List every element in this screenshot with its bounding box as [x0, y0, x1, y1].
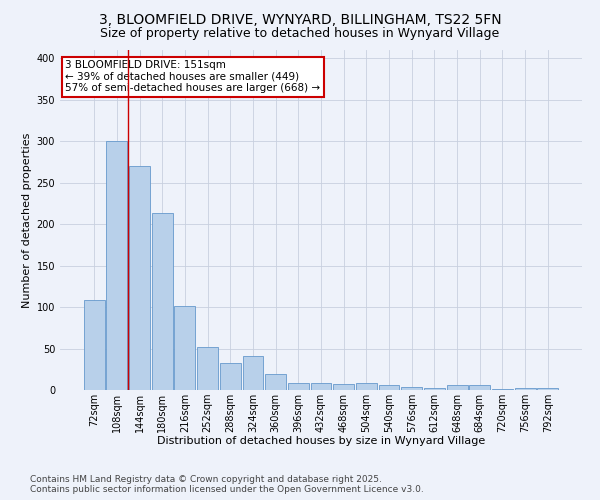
Bar [84, 300, 104, 390]
Text: 3 BLOOMFIELD DRIVE: 151sqm
← 39% of detached houses are smaller (449)
57% of sem: 3 BLOOMFIELD DRIVE: 151sqm ← 39% of deta… [65, 60, 320, 94]
Bar [152, 214, 173, 390]
Bar [492, 389, 513, 390]
Y-axis label: Number of detached properties: Number of detached properties [22, 132, 32, 308]
Bar [129, 166, 150, 390]
Bar [311, 384, 331, 390]
Bar [356, 382, 377, 390]
Bar [265, 374, 286, 390]
Bar [446, 385, 467, 390]
Bar [106, 141, 127, 390]
Bar [515, 388, 536, 390]
Bar [401, 386, 422, 390]
Bar [424, 388, 445, 390]
Bar [242, 356, 263, 390]
Bar [288, 384, 309, 390]
Text: Size of property relative to detached houses in Wynyard Village: Size of property relative to detached ho… [100, 28, 500, 40]
Bar [538, 388, 558, 390]
Bar [220, 364, 241, 390]
X-axis label: Distribution of detached houses by size in Wynyard Village: Distribution of detached houses by size … [157, 436, 485, 446]
Bar [379, 385, 400, 390]
Bar [175, 306, 196, 390]
Bar [333, 384, 354, 390]
Text: Contains HM Land Registry data © Crown copyright and database right 2025.
Contai: Contains HM Land Registry data © Crown c… [30, 474, 424, 494]
Text: 3, BLOOMFIELD DRIVE, WYNYARD, BILLINGHAM, TS22 5FN: 3, BLOOMFIELD DRIVE, WYNYARD, BILLINGHAM… [98, 12, 502, 26]
Bar [197, 347, 218, 390]
Bar [469, 385, 490, 390]
